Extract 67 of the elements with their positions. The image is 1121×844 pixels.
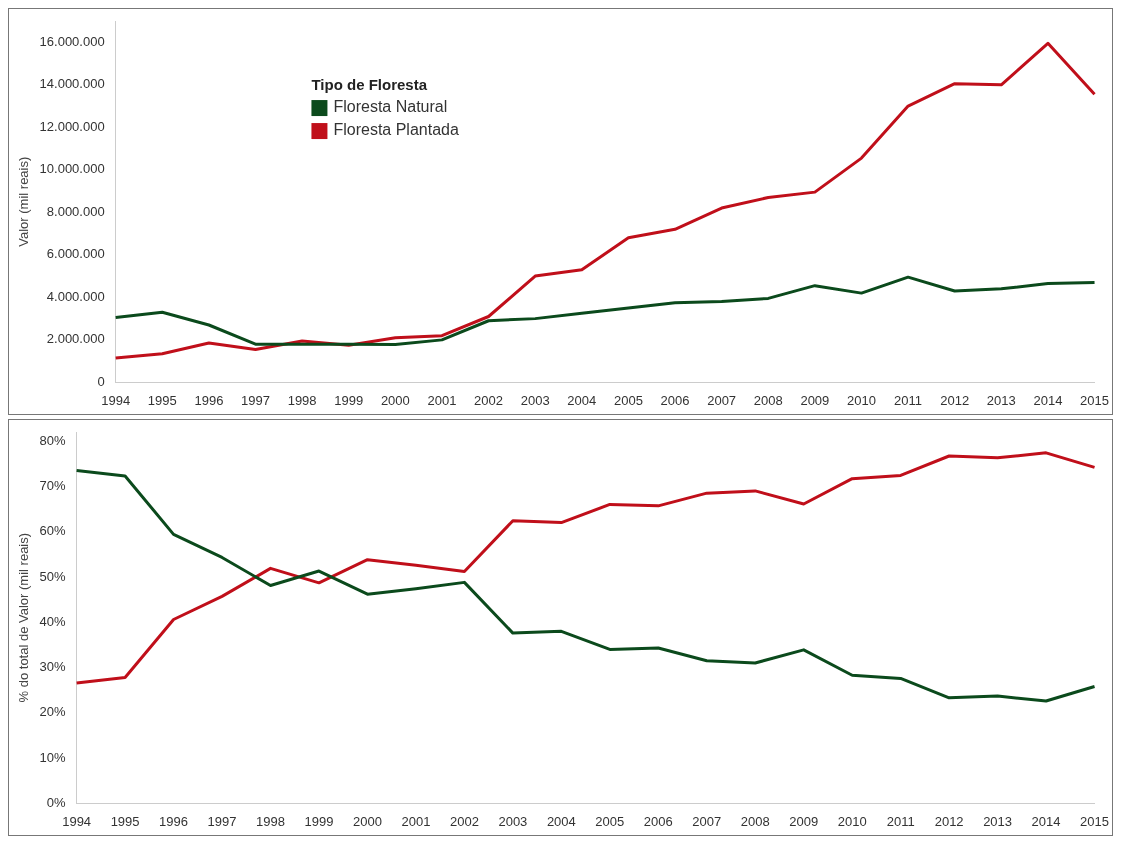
x-tick-label: 2006 [643,813,673,829]
x-tick-label: 2004 [567,392,597,408]
x-tick-label: 2011 [894,392,923,408]
x-tick-label: 1997 [241,392,270,408]
y-tick-label: 14.000.000 [39,76,105,92]
y-tick-label: 4.000.000 [46,288,105,304]
x-tick-label: 2013 [986,392,1016,408]
x-tick-label: 2011 [886,813,915,829]
x-tick-label: 2009 [789,813,819,829]
x-tick-label: 1994 [62,813,92,829]
y-tick-label: 60% [39,523,67,539]
y-tick-label: 80% [39,432,67,448]
x-tick-label: 1997 [207,813,237,829]
x-tick-label: 2013 [983,813,1013,829]
x-tick-label: 2008 [740,813,770,829]
x-tick-label: 2000 [380,392,410,408]
x-tick-label: 2012 [934,813,964,829]
x-tick-label: 1998 [287,392,317,408]
x-tick-label: 1995 [110,813,140,829]
y-tick-label: 70% [39,477,67,493]
x-tick-label: 2012 [940,392,970,408]
y-tick-label: 10.000.000 [39,161,105,177]
legend-label: Floresta Natural [333,98,448,116]
y-tick-label: 0 [97,373,105,389]
x-tick-label: 2014 [1031,813,1061,829]
y-tick-label: 10% [39,749,67,765]
x-tick-label: 2014 [1033,392,1063,408]
x-tick-label: 1999 [334,392,364,408]
x-tick-label: 2015 [1080,392,1109,408]
x-tick-label: 2002 [474,392,504,408]
x-tick-label: 2001 [401,813,431,829]
y-tick-label: 0% [46,794,67,810]
y-tick-label: 16.000.000 [39,33,105,49]
y-tick-label: 6.000.000 [46,246,105,262]
x-tick-label: 2008 [753,392,783,408]
x-tick-label: 1996 [194,392,224,408]
y-tick-label: 40% [39,613,67,629]
y-tick-label: 50% [39,568,67,584]
x-tick-label: 1995 [147,392,177,408]
x-tick-label: 2009 [800,392,830,408]
x-tick-label: 2001 [427,392,457,408]
y-tick-label: 2.000.000 [46,331,105,347]
x-tick-label: 2015 [1080,813,1109,829]
x-tick-label: 2010 [847,392,876,408]
y-tick-label: 12.000.000 [39,118,105,134]
x-tick-label: 1994 [101,392,131,408]
x-tick-label: 2006 [660,392,690,408]
legend-title: Tipo de Floresta [311,76,428,94]
y-tick-label: 8.000.000 [46,203,105,219]
x-tick-label: 2003 [520,392,550,408]
x-tick-label: 1996 [159,813,189,829]
x-tick-label: 2000 [352,813,382,829]
x-tick-label: 2007 [707,392,737,408]
x-tick-label: 2004 [546,813,576,829]
x-tick-label: 2002 [449,813,479,829]
x-tick-label: 2007 [692,813,722,829]
x-tick-label: 2005 [613,392,643,408]
y-axis-title: Valor (mil reais) [16,156,32,247]
x-tick-label: 2005 [595,813,625,829]
x-tick-label: 2003 [498,813,528,829]
legend-label: Floresta Plantada [333,121,459,139]
y-axis-title: % do total de Valor (mil reais) [16,532,32,703]
x-tick-label: 2010 [837,813,867,829]
x-tick-label: 1998 [256,813,285,829]
x-tick-label: 1999 [304,813,334,829]
y-tick-label: 20% [39,704,67,720]
y-tick-label: 30% [39,659,67,675]
